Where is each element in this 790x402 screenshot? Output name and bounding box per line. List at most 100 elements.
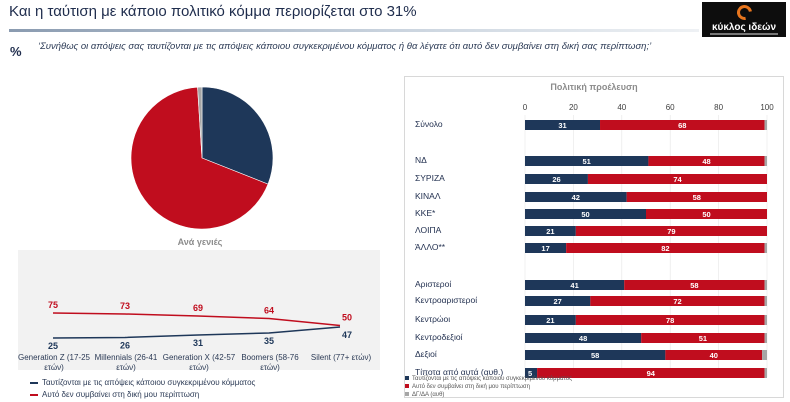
- bar-tick-label: 80: [714, 103, 723, 112]
- bar-data-label: 50: [702, 210, 710, 219]
- bar-segment: [525, 243, 567, 253]
- legend-label: Ταυτίζονται με τις απόψεις κάποιου συγκε…: [42, 378, 256, 387]
- bar-segment: [525, 174, 588, 184]
- brand-logo: κύκλος ιδεών: [702, 2, 786, 37]
- generation-category-label: Generation X (42-57 ετών): [162, 353, 236, 372]
- line-data-label: 31: [193, 338, 203, 348]
- bar-segment: [764, 243, 767, 253]
- line-data-label: 50: [342, 313, 352, 323]
- legend-label: Αυτό δεν συμβαίνει στη δική μου περίπτωσ…: [412, 384, 530, 390]
- bar-segment: [641, 333, 765, 343]
- bar-segment: [600, 120, 765, 130]
- bar-data-label: 78: [666, 316, 674, 325]
- bar-segment: [764, 156, 767, 166]
- bar-data-label: 79: [667, 227, 675, 236]
- bar-segment: [590, 296, 765, 306]
- bar-data-label: 42: [572, 193, 580, 202]
- bar-data-label: 17: [541, 244, 549, 253]
- bar-segment: [764, 296, 767, 306]
- bar-legend-not-identify: Αυτό δεν συμβαίνει στη δική μου περίπτωσ…: [405, 384, 530, 391]
- political-origin-panel: Πολιτική προέλευση 0 20 40 60 80 100 31 68 51 48 2…: [404, 76, 784, 398]
- bar-chart-title: Πολιτική προέλευση: [550, 82, 638, 92]
- bar-data-label: 94: [647, 369, 656, 378]
- bar-segment: [764, 368, 767, 378]
- bar-tick-label: 40: [617, 103, 626, 112]
- bar-category-label: ΆΛΛΟ**: [415, 242, 446, 252]
- bar-category-label: Τίποτα από αυτά (αυθ.): [415, 367, 504, 377]
- bar-data-label: 51: [699, 334, 707, 343]
- bar-category-label: Αριστεροί: [415, 279, 452, 289]
- bar-segment: [665, 350, 763, 360]
- bar-segment: [525, 226, 576, 236]
- generation-line-chart: 25 26 31 35 47 75 73 69 64 50: [18, 250, 380, 370]
- bar-legend-identify: Ταυτίζονται με τις απόψεις κάποιου συγκε…: [405, 376, 572, 383]
- bar-segment: [525, 192, 627, 202]
- bar-data-label: 5: [528, 369, 532, 378]
- bar-segment: [624, 280, 765, 290]
- bar-data-label: 72: [673, 297, 681, 306]
- bar-category-label: Δεξιοί: [415, 349, 437, 359]
- bar-data-label: 27: [554, 297, 562, 306]
- bar-tick-label: 60: [666, 103, 675, 112]
- bar-category-label: Κεντρώοι: [415, 314, 451, 324]
- bar-data-label: 50: [581, 210, 589, 219]
- bar-category-label: ΣΥΡΙΖΑ: [415, 173, 445, 183]
- bar-segment: [525, 280, 625, 290]
- bar-data-label: 21: [546, 227, 554, 236]
- bar-tick-label: 100: [760, 103, 774, 112]
- generation-chart-title: Ανά γενιές: [177, 237, 223, 247]
- bar-segment: [646, 209, 767, 219]
- bar-segment: [525, 120, 601, 130]
- bar-category-label: Κεντροδεξιοί: [415, 332, 463, 342]
- pie-slice-2: [197, 86, 203, 159]
- legend-label: Ταυτίζονται με τις απόψεις κάποιου συγκε…: [412, 376, 573, 382]
- bar-segment: [525, 156, 649, 166]
- bar-segment: [764, 280, 767, 290]
- bar-segment: [626, 192, 767, 202]
- bar-segment: [764, 333, 767, 343]
- bar-legend-dk: ΔΓ/ΔΑ (αυθ): [405, 392, 444, 399]
- bar-data-label: 26: [552, 175, 560, 184]
- bar-segment: [525, 350, 666, 360]
- logo-text: κύκλος ιδεών: [711, 22, 777, 33]
- bar-category-label: Κεντροαριστεροί: [415, 295, 478, 305]
- logo-ring-icon: [734, 2, 755, 23]
- page-title: Και η ταύτιση με κάποιο πολιτικό κόμμα π…: [9, 3, 417, 20]
- bar-data-label: 48: [579, 334, 587, 343]
- legend-not-identify: Αυτό δεν συμβαίνει στη δική μου περίπτωσ…: [30, 390, 199, 399]
- bar-segment: [587, 174, 767, 184]
- line-series-1: [52, 312, 341, 327]
- percent-symbol: %: [10, 44, 22, 59]
- bar-data-label: 21: [546, 316, 554, 325]
- title-divider: [9, 29, 699, 32]
- bar-data-label: 41: [570, 281, 578, 290]
- bar-tick-label: 20: [569, 103, 578, 112]
- legend-swatch-navy: [30, 381, 38, 384]
- generation-line-svg: 25 26 31 35 47 75 73 69 64 50: [48, 300, 352, 351]
- bar-data-label: 48: [702, 157, 710, 166]
- bar-category-label: ΛΟΙΠΑ: [415, 225, 442, 235]
- bar-data-label: 74: [673, 175, 682, 184]
- bar-segment: [575, 315, 765, 325]
- bar-tick-label: 0: [523, 103, 528, 112]
- bar-category-label: Σύνολο: [415, 119, 443, 129]
- bar-segment: [525, 333, 642, 343]
- legend-square-gray: [405, 392, 409, 397]
- legend-label: Αυτό δεν συμβαίνει στη δική μου περίπτωσ…: [42, 390, 200, 399]
- bar-data-label: 58: [693, 193, 701, 202]
- bar-segment: [762, 350, 767, 360]
- bar-segment: [525, 368, 538, 378]
- bar-segment: [575, 226, 767, 236]
- bar-data-label: 82: [661, 244, 669, 253]
- bar-segment: [525, 209, 646, 219]
- bar-segment: [648, 156, 765, 166]
- bar-category-label: ΝΔ: [415, 155, 427, 165]
- bar-data-label: 68: [678, 121, 686, 130]
- bar-data-label: 51: [583, 157, 591, 166]
- line-data-label: 25: [48, 341, 58, 351]
- bar-segment: [764, 315, 767, 325]
- generation-category-label: Silent (77+ ετών): [310, 353, 372, 362]
- bar-category-label: ΚΚΕ*: [415, 208, 436, 218]
- survey-question: ‘Συνήθως οι απόψεις σας ταυτίζονται με τ…: [38, 41, 652, 52]
